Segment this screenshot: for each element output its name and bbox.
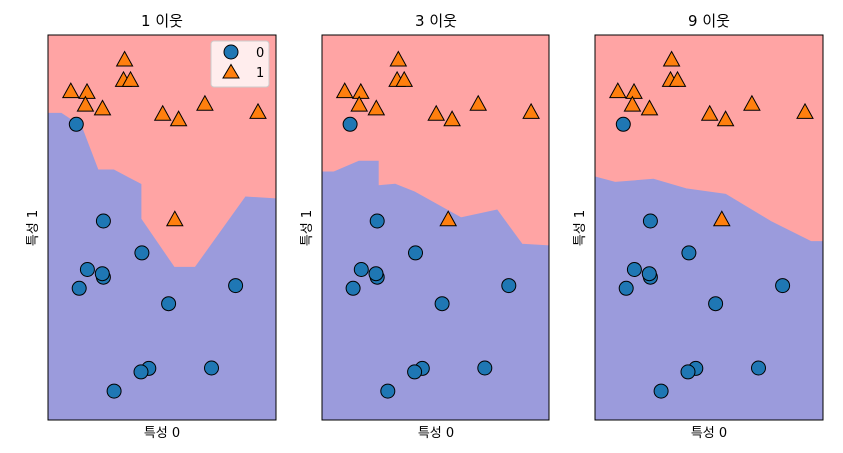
data-point-class-1 — [716, 110, 735, 127]
data-point-class-0 — [369, 213, 385, 229]
data-point-class-1 — [700, 104, 719, 121]
data-point-class-1 — [61, 82, 80, 99]
data-point-class-0 — [407, 364, 423, 380]
data-point-class-1 — [93, 99, 112, 116]
data-point-class-0 — [615, 116, 631, 132]
data-point-class-0 — [708, 296, 724, 312]
subplot-title: 9 이웃 — [688, 12, 730, 30]
legend-label-class-0: 0 — [256, 46, 264, 61]
data-point-class-0 — [653, 383, 669, 399]
data-point-class-0 — [228, 278, 244, 294]
data-point-class-0 — [353, 262, 369, 277]
data-point-class-1 — [121, 70, 140, 87]
y-axis-label: 특성 1 — [300, 210, 315, 246]
data-point-class-1 — [439, 210, 458, 227]
subplot-title: 3 이웃 — [415, 12, 457, 30]
data-point-class-1 — [115, 50, 134, 67]
data-point-class-1 — [169, 110, 188, 127]
data-point-class-0 — [133, 364, 149, 380]
data-point-class-0 — [380, 383, 396, 399]
data-point-class-0 — [134, 245, 150, 261]
data-point-class-0 — [626, 262, 642, 277]
data-point-class-1 — [625, 82, 643, 99]
axes-frame — [594, 34, 824, 421]
data-point-class-0 — [642, 213, 658, 229]
decision-region-class-0 — [595, 177, 823, 420]
x-axis-label: 특성 0 — [144, 426, 180, 441]
data-point-class-0 — [680, 364, 696, 380]
data-point-class-1 — [76, 95, 95, 112]
data-point-class-1 — [335, 82, 354, 99]
data-point-class-1 — [469, 94, 488, 111]
data-point-class-0 — [71, 280, 87, 296]
data-point-class-1 — [427, 104, 446, 121]
x-axis-label: 특성 0 — [418, 426, 454, 441]
legend-marker-class-1 — [222, 63, 240, 79]
data-point-class-0 — [434, 296, 450, 312]
subplot-9-neighbors: 9 이웃 특성 0 특성 1 — [573, 12, 824, 441]
data-point-class-1 — [153, 104, 172, 121]
y-axis-label: 특성 1 — [26, 210, 41, 246]
data-point-class-0 — [775, 278, 791, 294]
data-point-class-0 — [79, 262, 95, 277]
axes-frame — [321, 34, 550, 421]
data-point-class-0 — [68, 116, 84, 132]
data-point-class-0 — [408, 245, 423, 261]
data-point-class-1 — [712, 210, 731, 227]
axes-frame — [47, 34, 277, 421]
legend-marker-class-0 — [223, 44, 239, 60]
x-axis-label: 특성 0 — [691, 426, 727, 441]
data-point-class-0 — [345, 280, 361, 296]
data-point-class-1 — [522, 102, 540, 119]
data-point-class-0 — [477, 360, 493, 376]
data-point-class-1 — [351, 82, 370, 99]
data-point-class-1 — [668, 70, 687, 87]
data-point-class-1 — [350, 95, 369, 112]
data-point-class-1 — [196, 94, 214, 111]
data-point-class-1 — [367, 99, 386, 116]
subplot-1-neighbor: 1 이웃 특성 0 특성 1 — [26, 12, 277, 441]
data-point-class-0 — [95, 213, 111, 229]
data-point-class-1 — [608, 82, 627, 99]
decision-region-class-0 — [48, 113, 276, 420]
data-point-class-1 — [443, 110, 461, 127]
legend-label-class-1: 1 — [256, 66, 264, 81]
data-point-class-0 — [681, 245, 697, 261]
data-point-class-1 — [249, 102, 267, 119]
decision-boundary-line — [594, 176, 823, 243]
data-point-class-1 — [640, 99, 659, 116]
data-point-class-0 — [94, 266, 110, 282]
data-point-class-1 — [78, 82, 96, 99]
data-point-class-0 — [204, 360, 219, 376]
data-point-class-0 — [641, 266, 657, 282]
data-point-class-1 — [662, 50, 681, 67]
data-point-class-1 — [623, 95, 642, 112]
data-point-class-0 — [342, 116, 358, 132]
subplot-title: 1 이웃 — [141, 12, 183, 30]
legend: 0 1 — [210, 40, 270, 88]
data-point-class-0 — [106, 383, 122, 399]
subplot-3-neighbors: 3 이웃 특성 0 특성 1 — [300, 12, 550, 441]
data-point-class-1 — [389, 50, 408, 67]
data-point-class-0 — [501, 278, 517, 294]
decision-boundary-line — [322, 160, 550, 247]
data-point-class-0 — [368, 266, 384, 282]
data-point-class-1 — [796, 102, 814, 119]
data-point-class-1 — [743, 94, 761, 111]
data-point-class-0 — [161, 296, 177, 312]
data-point-class-0 — [751, 360, 766, 376]
data-point-class-1 — [395, 70, 414, 87]
data-point-class-1 — [165, 210, 184, 227]
y-axis-label: 특성 1 — [573, 210, 588, 246]
data-point-class-0 — [618, 280, 634, 296]
